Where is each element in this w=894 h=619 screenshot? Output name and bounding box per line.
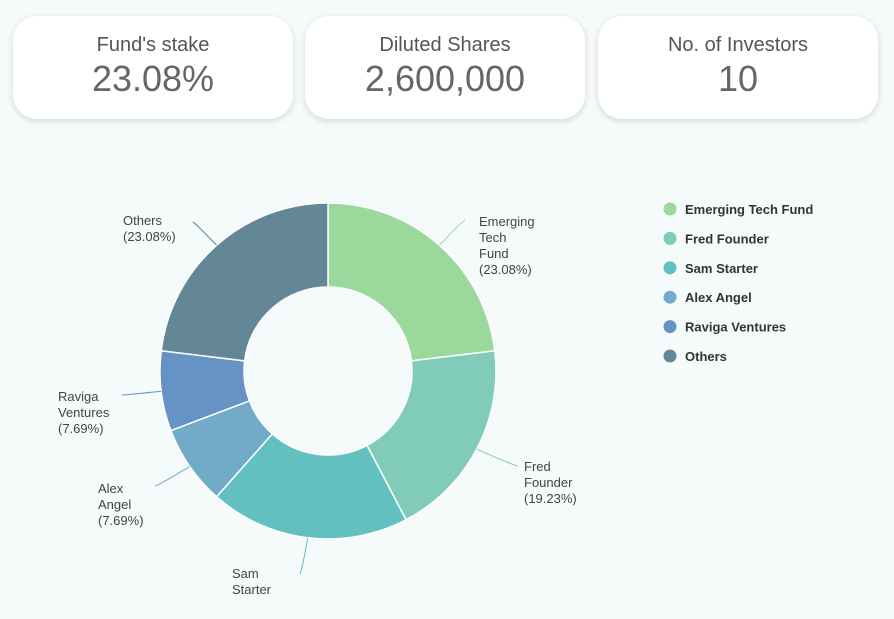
funds-stake-card: Fund's stake 23.08%	[13, 16, 293, 119]
slice-label-5: Others (23.08%)	[123, 213, 176, 244]
investors-count-label: No. of Investors	[667, 34, 809, 56]
legend-label-0[interactable]: Emerging Tech Fund	[685, 202, 813, 217]
slice-label-3: Alex Angel (7.69%)	[98, 481, 144, 528]
investors-count-value: 10	[717, 58, 759, 99]
label-leader-lines	[121, 219, 519, 575]
donut-slice-0[interactable]	[327, 202, 496, 362]
legend-marker-5[interactable]	[663, 349, 677, 363]
leader-line-2	[299, 537, 309, 575]
slice-labels: Emerging Tech Fund (23.08%) Fred Founder (19.2…	[58, 213, 577, 597]
donut-slice-5[interactable]	[160, 202, 329, 362]
leader-line-4	[121, 390, 162, 396]
donut-slice-2[interactable]	[215, 432, 408, 540]
legend-marker-2[interactable]	[663, 261, 677, 275]
leader-line-5	[192, 221, 217, 246]
legend-marker-4[interactable]	[663, 320, 677, 334]
legend-label-3[interactable]: Alex Angel	[685, 290, 752, 305]
donut-slice-1[interactable]	[366, 349, 497, 521]
chart-legend: Emerging Tech Fund Fred Founder Sam Starte…	[663, 202, 813, 364]
legend-marker-0[interactable]	[663, 202, 677, 216]
leader-line-3	[154, 466, 190, 487]
legend-marker-1[interactable]	[663, 231, 677, 245]
diluted-shares-label: Diluted Shares	[379, 34, 511, 56]
funds-stake-label: Fund's stake	[96, 34, 210, 56]
slice-label-2: Sam Starter	[232, 566, 272, 597]
legend-label-4[interactable]: Raviga Ventures	[685, 320, 786, 335]
legend-label-2[interactable]: Sam Starter	[685, 261, 758, 276]
investors-count-card: No. of Investors 10	[598, 16, 878, 119]
legend-marker-3[interactable]	[663, 290, 677, 304]
slice-label-1: Fred Founder (19.23%)	[524, 459, 577, 506]
leader-line-0	[439, 219, 466, 246]
donut-slices	[159, 202, 497, 540]
funds-stake-value: 23.08%	[91, 58, 215, 99]
diluted-shares-value: 2,600,000	[364, 58, 526, 99]
slice-label-4: Raviga Ventures (7.69%)	[58, 389, 110, 436]
legend-label-5[interactable]: Others	[685, 349, 727, 364]
diluted-shares-card: Diluted Shares 2,600,000	[305, 16, 585, 119]
legend-label-1[interactable]: Fred Founder	[685, 231, 769, 246]
leader-line-1	[476, 448, 519, 467]
slice-label-0: Emerging Tech Fund (23.08%)	[479, 214, 535, 277]
